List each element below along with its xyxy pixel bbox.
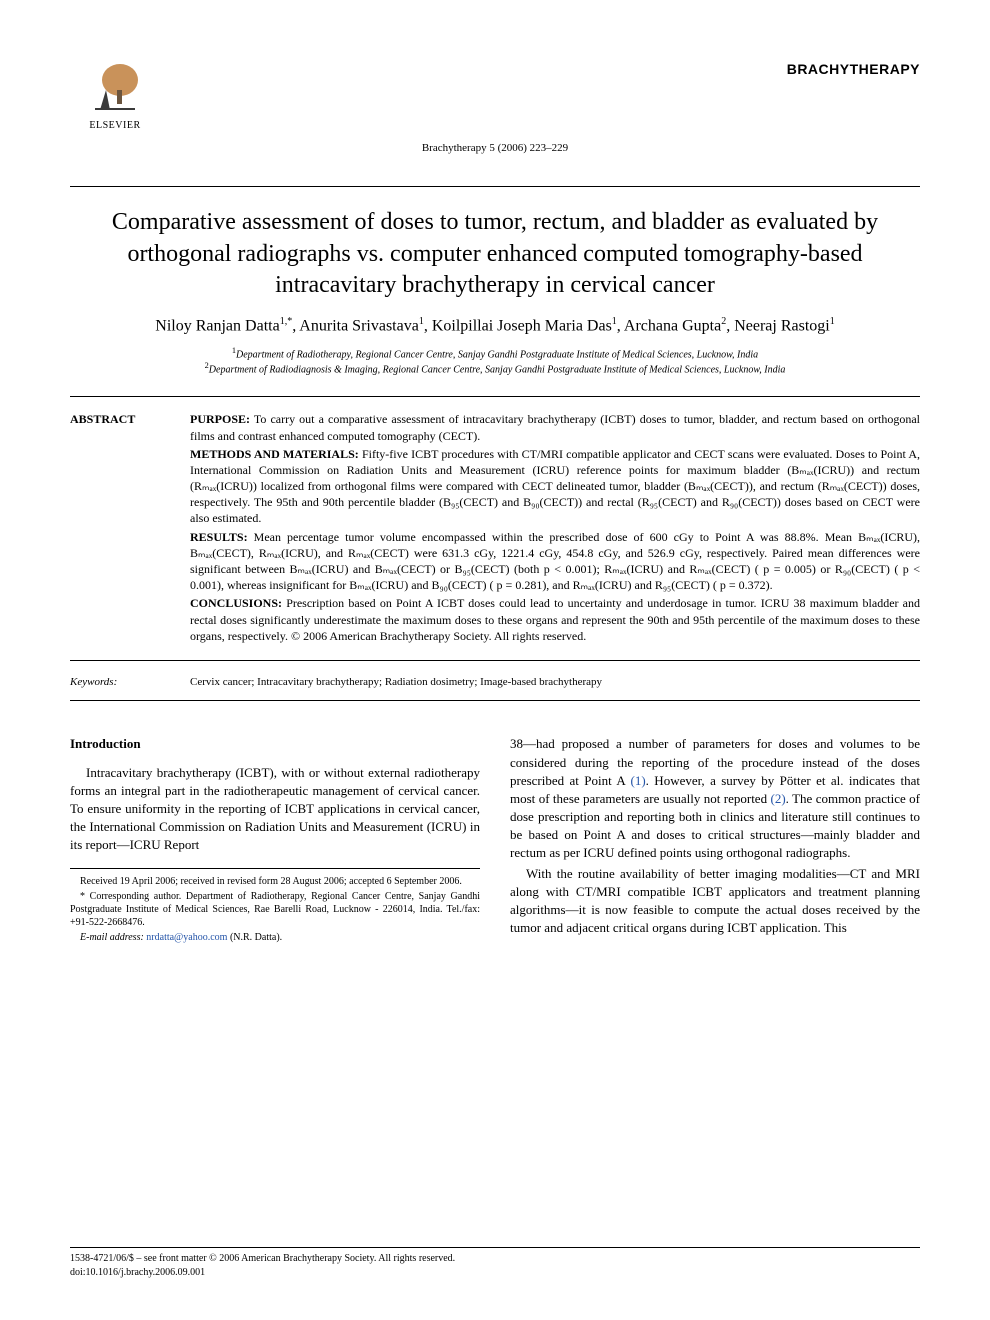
- abstract-block: ABSTRACT PURPOSE: To carry out a compara…: [70, 396, 920, 661]
- keywords-label: Keywords:: [70, 675, 190, 690]
- journal-brand: BRACHYTHERAPY: [787, 60, 920, 80]
- conclusions-text: Prescription based on Point A ICBT doses…: [190, 596, 920, 642]
- keywords-text: Cervix cancer; Intracavitary brachythera…: [190, 675, 920, 690]
- article-title: Comparative assessment of doses to tumor…: [110, 207, 880, 301]
- abstract-label: ABSTRACT: [70, 411, 190, 646]
- affiliations: 1Department of Radiotherapy, Regional Ca…: [70, 346, 920, 377]
- intro-col2-p2: With the routine availability of better …: [510, 865, 920, 938]
- affiliation-2: Department of Radiodiagnosis & Imaging, …: [209, 364, 786, 375]
- publisher-name: ELSEVIER: [89, 119, 140, 133]
- purpose-text: To carry out a comparative assessment of…: [190, 412, 920, 442]
- results-text: Mean percentage tumor volume encompassed…: [190, 530, 920, 593]
- journal-reference: Brachytherapy 5 (2006) 223–229: [70, 141, 920, 156]
- column-left: Introduction Intracavitary brachytherapy…: [70, 735, 480, 946]
- abstract-body: PURPOSE: To carry out a comparative asse…: [190, 411, 920, 646]
- body-columns: Introduction Intracavitary brachytherapy…: [70, 735, 920, 946]
- conclusions-label: CONCLUSIONS:: [190, 596, 282, 610]
- footnotes-block: Received 19 April 2006; received in revi…: [70, 868, 480, 944]
- keywords-row: Keywords: Cervix cancer; Intracavitary b…: [70, 669, 920, 701]
- footnote-email-link[interactable]: nrdatta@yahoo.com: [146, 932, 227, 943]
- footer-bar: 1538-4721/06/$ – see front matter © 2006…: [70, 1247, 920, 1280]
- elsevier-logo-icon: [90, 60, 140, 115]
- rule-top: [70, 186, 920, 187]
- methods-label: METHODS AND MATERIALS:: [190, 447, 359, 461]
- publisher-block: ELSEVIER: [70, 60, 160, 133]
- ref-link-2[interactable]: (2): [771, 791, 786, 806]
- footnote-email-name: (N.R. Datta).: [230, 932, 282, 943]
- footer-copyright: 1538-4721/06/$ – see front matter © 2006…: [70, 1252, 920, 1266]
- purpose-label: PURPOSE:: [190, 412, 250, 426]
- authors-line: Niloy Ranjan Datta1,*, Anurita Srivastav…: [70, 315, 920, 338]
- intro-heading: Introduction: [70, 735, 480, 753]
- intro-col1-p1: Intracavitary brachytherapy (ICBT), with…: [70, 764, 480, 855]
- results-label: RESULTS:: [190, 530, 248, 544]
- footnote-corresponding: * Corresponding author. Department of Ra…: [70, 890, 480, 929]
- column-right: 38—had proposed a number of parameters f…: [510, 735, 920, 946]
- ref-link-1[interactable]: (1): [631, 773, 646, 788]
- footer-doi: doi:10.1016/j.brachy.2006.09.001: [70, 1266, 920, 1280]
- header-row: ELSEVIER BRACHYTHERAPY: [70, 60, 920, 133]
- footnote-received: Received 19 April 2006; received in revi…: [70, 875, 480, 888]
- affiliation-1: Department of Radiotherapy, Regional Can…: [236, 349, 758, 360]
- footnote-email-label: E-mail address:: [80, 932, 144, 943]
